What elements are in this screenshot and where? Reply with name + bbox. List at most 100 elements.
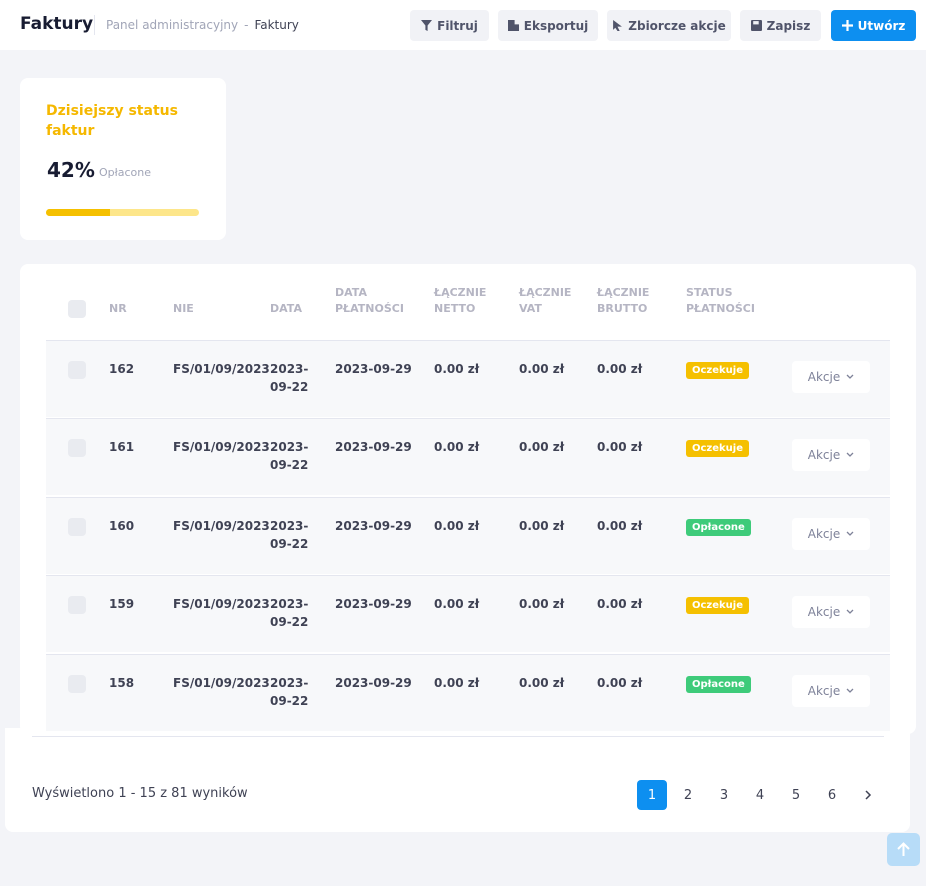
footer-card (5, 728, 910, 832)
button-label: Zbiorcze akcje (628, 18, 726, 33)
checkbox[interactable] (68, 596, 86, 615)
checkbox[interactable] (68, 517, 86, 536)
cell: 0.00 zł (597, 597, 643, 612)
cell: FS/01/09/2023 (173, 440, 270, 455)
page-button[interactable]: 6 (827, 787, 837, 803)
percent: 42% (47, 158, 95, 182)
cell: 0.00 zł (519, 362, 565, 376)
chevron (846, 609, 854, 615)
cell: 0.00 zł (597, 675, 643, 690)
button-label: Akcje (807, 605, 841, 620)
caption: Opłacone (99, 166, 152, 179)
cell: 162 (109, 362, 135, 376)
cell: 158 (109, 675, 135, 690)
column-header: NR (109, 302, 127, 315)
cell: 0.00 zł (519, 518, 565, 533)
status-badge: Oczekuje (686, 362, 750, 379)
cell: 159 (109, 597, 135, 612)
page-button[interactable]: 3 (719, 787, 729, 803)
create-button[interactable]: Utwórz (831, 10, 916, 41)
cell: FS/01/09/2023 (173, 362, 270, 376)
cell: 0.00 zł (434, 362, 480, 376)
cell: 0.00 zł (519, 440, 565, 455)
button-label: Filtruj (437, 18, 478, 33)
card-title: Dzisiejszy status faktur (46, 103, 178, 139)
cell: 161 (109, 440, 135, 455)
cell: FS/01/09/2023 (173, 675, 270, 690)
filter-button[interactable]: Filtruj (410, 10, 489, 41)
table-row (46, 496, 890, 574)
actions-button[interactable]: Akcje (792, 596, 870, 629)
actions-button[interactable]: Akcje (792, 439, 870, 472)
button-label: Utwórz (857, 18, 906, 33)
cell: 2023-09-29 (335, 597, 412, 612)
column-header: ŁĄCZNIE NETTO (434, 286, 487, 315)
checkbox[interactable] (68, 439, 86, 458)
page-button[interactable]: 2 (683, 787, 693, 803)
page-button[interactable]: 1 (637, 780, 667, 810)
column-header: DATA PŁATNOŚCI (335, 286, 404, 315)
actions-button[interactable]: Akcje (792, 674, 870, 707)
table-row (46, 418, 890, 496)
status-badge: Opłacone (686, 675, 751, 693)
button-label: Akcje (807, 683, 841, 698)
cell: 2023-09-22 (270, 597, 309, 630)
column-header: ŁĄCZNIE BRUTTO (597, 286, 650, 315)
cell: 0.00 zł (597, 362, 643, 376)
bulk-actions-button[interactable]: Zbiorcze akcje (607, 10, 731, 41)
checkbox[interactable] (68, 674, 86, 693)
scroll-top[interactable] (887, 833, 920, 866)
separator (32, 736, 884, 737)
status-badge: Oczekuje (686, 597, 750, 615)
divider (94, 15, 95, 35)
breadcrumb-item: Faktury (254, 18, 299, 32)
cell: 0.00 zł (434, 440, 480, 455)
column-header: DATA (270, 302, 302, 315)
breadcrumb-item[interactable]: Panel administracyjny (106, 18, 239, 32)
export-button[interactable]: Eksportuj (498, 10, 598, 41)
cell: 2023-09-22 (270, 675, 309, 708)
breadcrumb: Panel administracyjny - Faktury (106, 18, 299, 32)
breadcrumb-separator: - (244, 18, 249, 32)
save-button[interactable]: Zapisz (740, 10, 821, 41)
cell: 0.00 zł (519, 675, 565, 690)
table-row (46, 653, 890, 731)
actions-button[interactable]: Akcje (792, 361, 870, 393)
button-label: Akcje (807, 370, 841, 384)
cell: 2023-09-22 (270, 362, 309, 394)
page-button[interactable]: 5 (791, 787, 801, 803)
cell: FS/01/09/2023 (173, 518, 270, 533)
chevron (846, 374, 854, 379)
cell: 0.00 zł (434, 675, 480, 690)
cell: 2023-09-29 (335, 362, 412, 376)
cell: 2023-09-22 (270, 440, 309, 473)
cell: 2023-09-22 (270, 518, 309, 551)
results-summary: Wyświetlono 1 - 15 z 81 wyników (32, 786, 248, 801)
cell: 160 (109, 518, 135, 533)
column-header: NIE (173, 302, 194, 315)
progress-bar (46, 209, 111, 216)
button-label: Akcje (807, 526, 841, 541)
status-badge: Opłacone (686, 518, 751, 536)
chevron (846, 688, 854, 693)
table-row (46, 575, 890, 653)
cell: 2023-09-29 (335, 440, 412, 455)
cell: 0.00 zł (434, 518, 480, 533)
cell: FS/01/09/2023 (173, 597, 270, 612)
checkbox[interactable] (68, 300, 86, 318)
table-row (46, 340, 890, 417)
progress-track (46, 209, 199, 216)
cell: 2023-09-29 (335, 518, 412, 533)
page-title: Faktury (20, 14, 94, 34)
page-button[interactable]: 4 (755, 787, 765, 803)
cell: 0.00 zł (434, 597, 480, 612)
status-card: Dzisiejszy status faktur 42% Opłacone (20, 78, 226, 240)
next-page[interactable] (853, 780, 883, 810)
actions-button[interactable]: Akcje (792, 517, 870, 550)
cell: 2023-09-29 (335, 675, 412, 690)
checkbox[interactable] (68, 361, 86, 379)
column-header: ŁĄCZNIE VAT (519, 286, 572, 315)
chevron (846, 531, 854, 536)
cell: 0.00 zł (597, 518, 643, 533)
